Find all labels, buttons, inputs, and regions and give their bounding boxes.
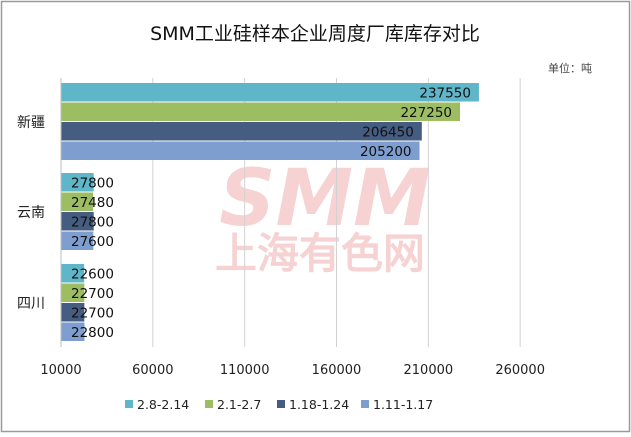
- x-tick-label: 10000: [40, 363, 81, 378]
- bar: [61, 231, 94, 250]
- data-label: 227250: [400, 105, 452, 121]
- unit-label: 单位：吨: [548, 61, 592, 75]
- bar: [61, 264, 85, 283]
- y-category-label: 新疆: [17, 115, 45, 131]
- chart-title: SMM工业硅样本企业周度厂库库存对比: [150, 23, 480, 45]
- x-tick-label: 160000: [312, 363, 362, 378]
- legend-swatch: [205, 400, 213, 408]
- bar: [61, 212, 94, 231]
- bar: [61, 192, 94, 211]
- x-tick-label: 260000: [495, 363, 545, 378]
- data-label: 27480: [71, 195, 114, 211]
- x-tick-label: 60000: [132, 363, 173, 378]
- legend-label: 2.1-2.7: [217, 397, 261, 412]
- legend-swatch: [125, 400, 133, 408]
- data-label: 22700: [71, 286, 114, 302]
- legend-label: 2.8-2.14: [137, 397, 189, 412]
- bar: [61, 141, 420, 160]
- x-tick-label: 210000: [404, 363, 454, 378]
- bar: [61, 122, 422, 141]
- bars: 237550 227250 206450 205200 27800 27480 27800 2…: [61, 83, 479, 341]
- bar: [61, 322, 85, 341]
- watermark-logo: SMM: [219, 154, 430, 244]
- data-label: 206450: [362, 124, 414, 140]
- data-label: 27600: [71, 234, 114, 250]
- data-label: 237550: [419, 85, 471, 101]
- legend-label: 1.11-1.17: [373, 397, 433, 412]
- bar: [61, 283, 85, 302]
- bar: [61, 102, 461, 121]
- data-label: 22700: [71, 305, 114, 321]
- watermark-name: 上海有色网: [215, 229, 425, 278]
- bar: [61, 173, 94, 192]
- legend-swatch: [277, 400, 285, 408]
- x-tick-label: 110000: [220, 363, 270, 378]
- data-label: 22600: [71, 266, 114, 282]
- watermark: SMM 上海有色网: [215, 154, 431, 278]
- data-label: 27800: [71, 175, 114, 191]
- bar: [61, 303, 85, 322]
- legend-swatch: [361, 400, 369, 408]
- legend: 2.8-2.14 2.1-2.7 1.18-1.24 1.11-1.17: [125, 397, 433, 412]
- y-category-label: 四川: [17, 296, 45, 312]
- data-label: 27800: [71, 214, 114, 230]
- y-category-label: 云南: [17, 205, 45, 221]
- data-label: 22800: [71, 325, 114, 341]
- legend-label: 1.18-1.24: [289, 397, 349, 412]
- bar: [61, 83, 479, 102]
- data-label: 205200: [360, 144, 412, 160]
